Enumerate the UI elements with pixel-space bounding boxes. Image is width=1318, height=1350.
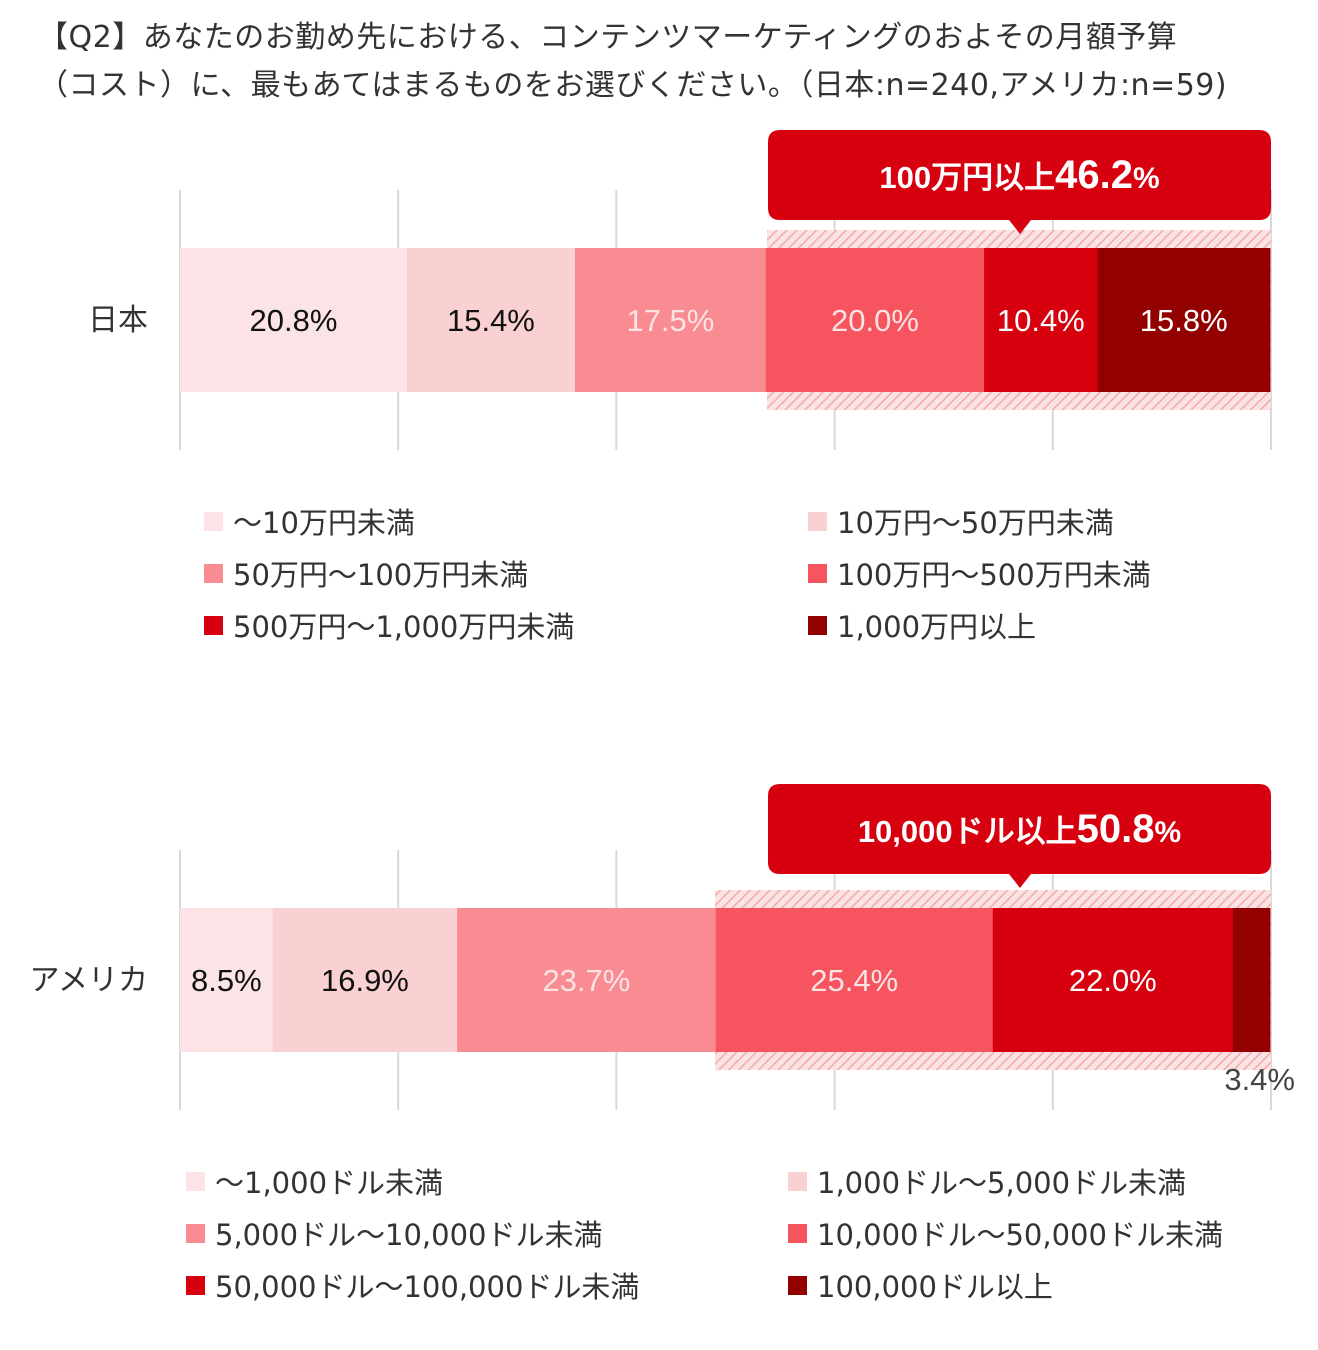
legend-swatch bbox=[788, 1275, 807, 1295]
legend-item: 5,000ドル〜10,000ドル未満 bbox=[186, 1212, 603, 1254]
data-label: 23.7% bbox=[542, 963, 630, 998]
legend-swatch bbox=[186, 1223, 205, 1243]
legend-item: 1,000万円以上 bbox=[808, 604, 1036, 646]
callout-box bbox=[768, 784, 1271, 888]
legend-label: 〜10万円未満 bbox=[233, 506, 415, 540]
data-label: 22.0% bbox=[1069, 963, 1157, 998]
data-label: 15.4% bbox=[447, 303, 535, 338]
chart-title: 【Q2】あなたのお勤め先における、コンテンツマーケティングのおよその月額予算 （… bbox=[38, 14, 1298, 110]
legend-label: 1,000万円以上 bbox=[837, 610, 1037, 644]
callout-box bbox=[768, 130, 1271, 234]
legend-swatch bbox=[788, 1171, 807, 1191]
bar-segment bbox=[406, 248, 576, 392]
bar-segment bbox=[715, 908, 994, 1052]
legend-label: 500万円〜1,000万円未満 bbox=[233, 610, 575, 644]
data-label: 20.0% bbox=[831, 303, 919, 338]
legend-label: 〜1,000ドル未満 bbox=[215, 1166, 444, 1200]
data-label: 15.8% bbox=[1140, 303, 1228, 338]
legend-item: 1,000ドル〜5,000ドル未満 bbox=[788, 1160, 1186, 1202]
legend-label: 100,000ドル以上 bbox=[817, 1270, 1053, 1304]
legend-label: 5,000ドル〜10,000ドル未満 bbox=[215, 1218, 603, 1252]
category-label: 日本 bbox=[88, 304, 148, 337]
usa-chart: 8.5% 16.9% 23.7% 25.4% 22.0% 3.4% アメリカ 10,000ドル… bbox=[30, 784, 1295, 1110]
legend-swatch bbox=[204, 511, 223, 531]
legend-item: 10万円〜50万円未満 bbox=[808, 500, 1114, 542]
bar-segment bbox=[180, 908, 274, 1052]
bar-segment bbox=[457, 908, 717, 1052]
legend-item: 〜1,000ドル未満 bbox=[186, 1160, 443, 1202]
callout-text: 100万円以上46.2% bbox=[879, 153, 1159, 197]
legend-label: 1,000ドル〜5,000ドル未満 bbox=[817, 1166, 1187, 1200]
japan-chart: 20.8% 15.4% 17.5% 20.0% 10.4% 15.8% 日本 100万円以上4… bbox=[88, 130, 1272, 450]
legend-swatch bbox=[204, 615, 223, 635]
legend-label: 10万円〜50万円未満 bbox=[837, 506, 1114, 540]
data-label: 10.4% bbox=[997, 303, 1085, 338]
legend-swatch bbox=[808, 511, 827, 531]
data-label: 16.9% bbox=[321, 963, 409, 998]
usa-legend: 〜1,000ドル未満 1,000ドル〜5,000ドル未満 5,000ドル〜10,00… bbox=[0, 1160, 1318, 1320]
japan-legend: 〜10万円未満 10万円〜50万円未満 50万円〜100万円未満 100万円〜500万… bbox=[0, 500, 1318, 660]
title-line-2: （コスト）に、最もあてはまるものをお選びください。（日本:n=240,アメリカ:… bbox=[38, 68, 1228, 103]
legend-label: 100万円〜500万円未満 bbox=[837, 558, 1151, 592]
bar-segment bbox=[765, 248, 985, 392]
legend-swatch bbox=[808, 563, 827, 583]
legend-item: 100万円〜500万円未満 bbox=[808, 552, 1151, 594]
legend-item: 50万円〜100万円未満 bbox=[204, 552, 528, 594]
legend-swatch bbox=[808, 615, 827, 635]
legend-swatch bbox=[788, 1223, 807, 1243]
bar-segment bbox=[992, 908, 1234, 1052]
legend-item: 10,000ドル〜50,000ドル未満 bbox=[788, 1212, 1223, 1254]
data-label: 17.5% bbox=[626, 303, 714, 338]
bar-segment bbox=[1097, 248, 1271, 392]
bar-segment bbox=[1232, 908, 1271, 1052]
bar-segment bbox=[984, 248, 1099, 392]
bar-segment bbox=[574, 248, 767, 392]
legend-label: 50,000ドル〜100,000ドル未満 bbox=[215, 1270, 640, 1304]
legend-swatch bbox=[186, 1171, 205, 1191]
legend-swatch bbox=[204, 563, 223, 583]
legend-item: 50,000ドル〜100,000ドル未満 bbox=[186, 1264, 639, 1306]
data-label: 25.4% bbox=[810, 963, 898, 998]
legend-item: 500万円〜1,000万円未満 bbox=[204, 604, 574, 646]
legend-item: 100,000ドル以上 bbox=[788, 1264, 1053, 1306]
title-line-1: 【Q2】あなたのお勤め先における、コンテンツマーケティングのおよその月額予算 bbox=[38, 20, 1178, 55]
data-label: 20.8% bbox=[250, 303, 338, 338]
category-label: アメリカ bbox=[30, 964, 149, 997]
legend-label: 50万円〜100万円未満 bbox=[233, 558, 529, 592]
legend-label: 10,000ドル〜50,000ドル未満 bbox=[817, 1218, 1223, 1252]
legend-item: 〜10万円未満 bbox=[204, 500, 415, 542]
legend-swatch bbox=[186, 1275, 205, 1295]
bar-segment bbox=[180, 248, 408, 392]
data-label: 8.5% bbox=[191, 963, 262, 998]
data-label: 3.4% bbox=[1224, 1062, 1295, 1097]
callout-text: 10,000ドル以上50.8% bbox=[858, 807, 1181, 851]
bar-segment bbox=[272, 908, 458, 1052]
